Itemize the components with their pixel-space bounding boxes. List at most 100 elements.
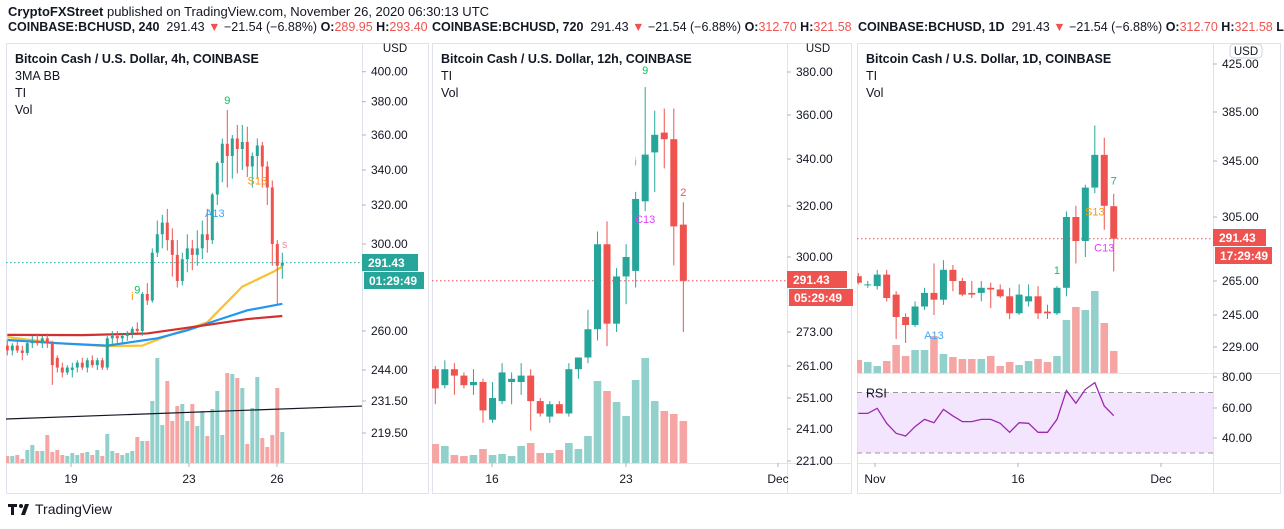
candle-body: [679, 224, 687, 281]
indicator-legend[interactable]: 3MA BB: [15, 69, 60, 83]
candle: [1081, 184, 1089, 257]
countdown-badge: [1215, 247, 1272, 264]
volume-bar: [603, 391, 611, 463]
volume-bar: [555, 450, 564, 463]
candle: [80, 357, 84, 370]
y-tick-label: 425.00: [1222, 57, 1259, 71]
candle-body: [280, 262, 284, 266]
plot-area[interactable]: 9 i C13 2: [431, 65, 787, 463]
candle: [170, 228, 174, 277]
chart-pane-2[interactable]: 9 i C13 2 Bitcoin Cash / U.S. Dollar, 12h, C…: [431, 43, 853, 494]
candle: [15, 340, 19, 353]
volume-bar: [857, 360, 863, 373]
author-name[interactable]: CryptoFXStreet: [8, 4, 104, 19]
candle-body: [1062, 217, 1070, 288]
indicator-legend[interactable]: TI: [15, 86, 26, 100]
candle: [873, 269, 881, 290]
candle-body: [911, 306, 919, 325]
y-tick-label: 340.00: [796, 152, 833, 166]
candle-body: [210, 194, 214, 241]
y-tick-label: 360.00: [371, 128, 408, 142]
volume-bar: [584, 436, 592, 463]
volume-bar: [210, 409, 215, 463]
y-tick-label: 265.00: [1222, 274, 1259, 288]
volume-bar: [1062, 320, 1071, 373]
candle: [235, 125, 239, 174]
plot-area[interactable]: A13 1 S13 C13 7: [855, 125, 1213, 373]
candle-body: [460, 375, 468, 386]
brand-name: TradingView: [35, 501, 113, 517]
indicator-legend[interactable]: Vol: [866, 86, 883, 100]
volume-bar: [631, 380, 640, 463]
candle-body: [593, 244, 601, 330]
candle: [205, 208, 209, 253]
y-tick-label: 320.00: [796, 199, 833, 213]
low-label: L:: [855, 20, 856, 34]
last-price-badge: [1213, 229, 1266, 246]
currency-label: USD: [383, 43, 407, 55]
footer-brand[interactable]: TradingView: [8, 501, 112, 517]
volume-bar: [45, 435, 50, 463]
candle: [125, 331, 129, 341]
candle: [632, 191, 640, 288]
candle: [50, 340, 54, 385]
candle: [489, 382, 497, 423]
candle-body: [996, 289, 1004, 297]
candle-body: [450, 369, 458, 376]
signal-label: 7: [1111, 176, 1117, 188]
volume-bar: [255, 377, 260, 463]
high-label: H:: [376, 20, 390, 34]
x-tick-label: 23: [619, 472, 633, 486]
candle-body: [489, 398, 497, 420]
candle-body: [1015, 294, 1023, 314]
currency-label[interactable]: USD: [1234, 46, 1258, 58]
candle: [1110, 193, 1118, 272]
x-tick-label: 16: [485, 472, 499, 486]
volume-bar: [180, 404, 185, 463]
last-price-value: 291.43: [793, 273, 830, 287]
indicator-legend[interactable]: TI: [441, 69, 452, 83]
volume-bar: [882, 361, 891, 373]
candle-body: [565, 369, 573, 414]
low-label: L:: [1276, 20, 1284, 34]
volume-bar: [545, 453, 554, 463]
chart-pane-3[interactable]: A13 1 S13 C13 7 Bitcoin Cash / U.S. Dollar, 1…: [855, 43, 1281, 494]
volume-bar: [669, 414, 678, 463]
candle-body: [125, 333, 129, 336]
candle: [75, 360, 79, 373]
volume-bar: [65, 456, 70, 463]
candle: [55, 355, 59, 373]
candle: [527, 369, 535, 431]
indicator-legend[interactable]: Vol: [441, 86, 458, 100]
volume-bar: [160, 425, 165, 463]
down-arrow-icon: ▼: [632, 20, 645, 34]
indicator-legend[interactable]: Vol: [15, 103, 32, 117]
candle: [1034, 286, 1042, 319]
candle: [65, 365, 69, 375]
currency-button[interactable]: [1229, 43, 1263, 59]
volume-bar: [105, 434, 110, 463]
high-value: 321.58: [813, 20, 852, 34]
volume-bar: [679, 421, 688, 463]
volume-bar: [50, 452, 55, 463]
candle: [155, 220, 159, 258]
volume-bar: [80, 453, 85, 463]
candle-body: [160, 222, 164, 235]
chart-title: Bitcoin Cash / U.S. Dollar, 4h, COINBASE: [15, 52, 259, 66]
volume-bar: [75, 455, 80, 463]
candle: [250, 152, 254, 188]
candle-body: [275, 244, 279, 266]
last-price: 291.43: [166, 20, 205, 34]
candle-body: [479, 382, 487, 411]
rsi-pane[interactable]: RSI 80.00 60.00 40.00: [857, 370, 1280, 454]
x-tick-label: Dec: [767, 472, 788, 486]
volume-bar: [140, 441, 145, 463]
candle-body: [517, 375, 525, 382]
volume-bar: [1081, 310, 1090, 373]
y-tick-label: 305.00: [1222, 210, 1259, 224]
indicator-legend[interactable]: TI: [866, 69, 877, 83]
signal-label: 1: [1054, 265, 1060, 277]
